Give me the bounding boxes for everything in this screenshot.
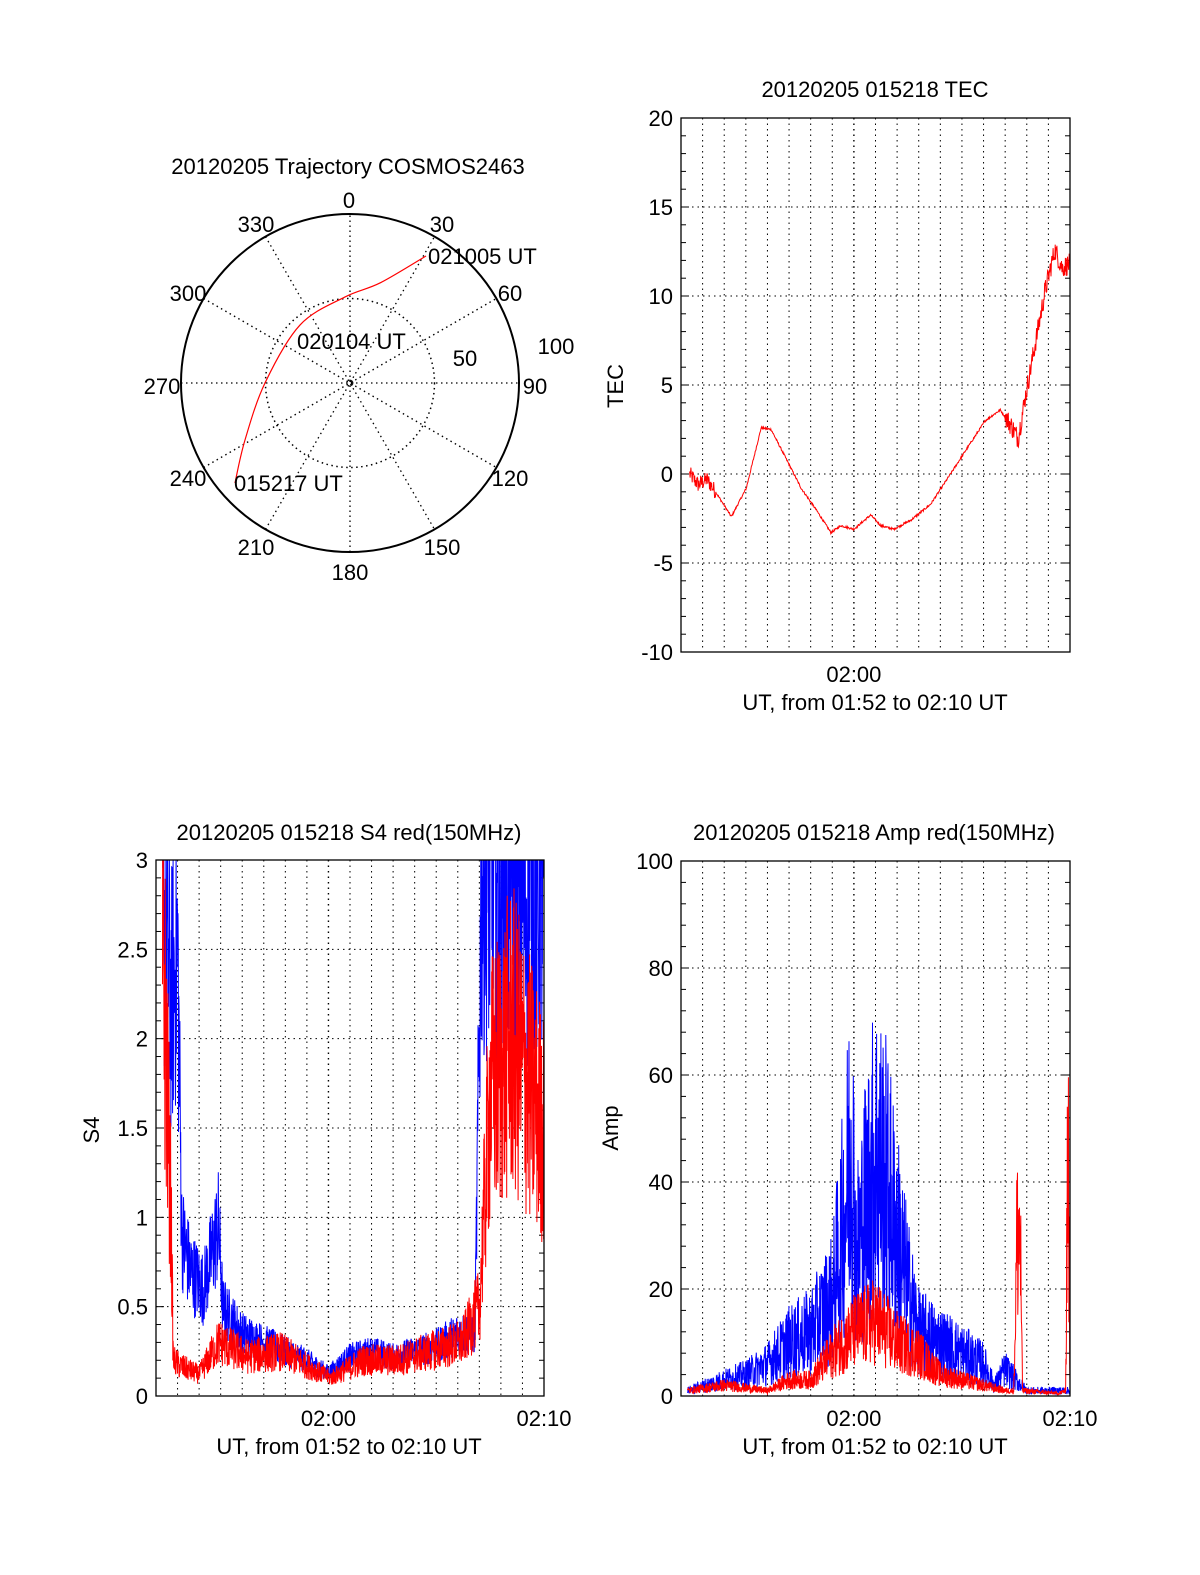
- s4-title: 20120205 015218 S4 red(150MHz): [177, 820, 522, 845]
- s4-series-red: [162, 860, 544, 1385]
- tec-ytick-label: 0: [661, 462, 673, 487]
- amp-ytick-label: 100: [636, 849, 673, 874]
- s4-ytick-label: 3: [136, 848, 148, 873]
- s4-series-blue: [162, 860, 544, 1380]
- tec-panel: 20120205 015218 TEC -10 -5 0 5 10 15 20 02:00 T…: [603, 77, 1071, 715]
- angle-label-120: 120: [492, 466, 529, 491]
- amp-frame: [680, 860, 1071, 1397]
- s4-ytick-label: 2.5: [117, 937, 148, 962]
- amp-plot-area: 0 20 40 60 80 100 02:00 02:10: [636, 849, 1097, 1431]
- angle-label-300: 300: [170, 281, 207, 306]
- amp-ytick-label: 40: [649, 1170, 673, 1195]
- polar-spoke: [203, 297, 497, 469]
- angle-label-30: 30: [430, 212, 454, 237]
- s4-xtick-label: 02:10: [516, 1406, 571, 1431]
- s4-ytick-label: 0: [136, 1384, 148, 1409]
- s4-ytick-label: 2: [136, 1027, 148, 1052]
- annotation-end-time: 021005 UT: [428, 244, 537, 269]
- amp-ytick-label: 60: [649, 1063, 673, 1088]
- angle-label-0: 0: [343, 188, 355, 213]
- polar-spoke: [264, 236, 436, 530]
- polar-trajectory-panel: 20120205 Trajectory COSMOS2463 0 30 60 90 12…: [144, 154, 575, 585]
- polar-center: [346, 379, 354, 387]
- s4-ytick-label: 1.5: [117, 1116, 148, 1141]
- amp-title: 20120205 015218 Amp red(150MHz): [693, 820, 1055, 845]
- tec-ytick-label: 15: [649, 195, 673, 220]
- amp-series-red: [687, 1077, 1070, 1396]
- angle-label-60: 60: [498, 281, 522, 306]
- radial-label-100: 100: [538, 334, 575, 359]
- angle-label-180: 180: [332, 560, 369, 585]
- tec-ytick-label: -5: [653, 551, 673, 576]
- angle-label-150: 150: [424, 535, 461, 560]
- s4-ytick-label: 1: [136, 1205, 148, 1230]
- angle-label-270: 270: [144, 374, 181, 399]
- tec-xlabel: UT, from 01:52 to 02:10 UT: [742, 690, 1007, 715]
- amp-xlabel: UT, from 01:52 to 02:10 UT: [742, 1434, 1007, 1459]
- angle-label-240: 240: [170, 466, 207, 491]
- tec-ytick-label: 20: [649, 106, 673, 131]
- amp-ytick-label: 20: [649, 1277, 673, 1302]
- amp-xtick-label: 02:00: [826, 1406, 881, 1431]
- tec-xtick-label: 02:00: [826, 662, 881, 687]
- angle-label-330: 330: [238, 212, 275, 237]
- angle-label-90: 90: [523, 374, 547, 399]
- polar-outer-circle: [180, 213, 520, 553]
- tec-plot-area: -10 -5 0 5 10 15 20 02:00: [641, 106, 1071, 687]
- tec-ylabel: TEC: [603, 364, 628, 408]
- annotation-start-time: 015217 UT: [234, 471, 343, 496]
- tec-ytick-label: 10: [649, 284, 673, 309]
- polar-spoke: [264, 236, 436, 530]
- s4-xlabel: UT, from 01:52 to 02:10 UT: [216, 1434, 481, 1459]
- angle-label-210: 210: [238, 535, 275, 560]
- s4-xtick-label: 02:00: [301, 1406, 356, 1431]
- amp-ytick-label: 0: [661, 1384, 673, 1409]
- tec-series-TEC: [689, 244, 1070, 536]
- tec-frame: [680, 117, 1071, 653]
- tec-title: 20120205 015218 TEC: [761, 77, 988, 102]
- tec-ytick-label: 5: [661, 373, 673, 398]
- s4-panel: 20120205 015218 S4 red(150MHz) 0 0.5 1 1.5 2…: [79, 820, 572, 1459]
- s4-ytick-label: 0.5: [117, 1295, 148, 1320]
- amp-panel: 20120205 015218 Amp red(150MHz) 0 20 40 60 8…: [598, 820, 1098, 1459]
- polar-spoke: [203, 297, 497, 469]
- amp-series-blue: [687, 1022, 1070, 1396]
- polar-angle-labels: 0 30 60 90 120 150 180 210 240 270 300 330: [144, 188, 548, 585]
- tec-ytick-label: -10: [641, 640, 673, 665]
- annotation-mid-time: 020104 UT: [297, 329, 406, 354]
- polar-title: 20120205 Trajectory COSMOS2463: [171, 154, 524, 179]
- s4-plot-area: 0 0.5 1 1.5 2 2.5 3 02:00 02:10: [117, 848, 571, 1431]
- amp-xtick-label: 02:10: [1042, 1406, 1097, 1431]
- radial-label-50: 50: [453, 346, 477, 371]
- trajectory-line: [234, 255, 427, 484]
- amp-ylabel: Amp: [598, 1105, 623, 1150]
- amp-ytick-label: 80: [649, 956, 673, 981]
- s4-ylabel: S4: [79, 1117, 104, 1144]
- s4-frame: [155, 859, 545, 1397]
